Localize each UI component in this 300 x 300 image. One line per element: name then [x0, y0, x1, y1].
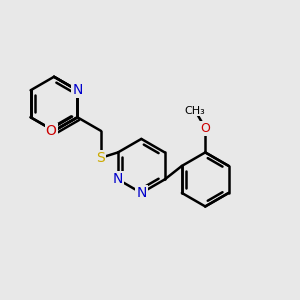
Text: N: N	[72, 83, 82, 97]
Text: O: O	[200, 122, 210, 135]
Text: CH₃: CH₃	[185, 106, 206, 116]
Text: N: N	[136, 186, 146, 200]
Text: S: S	[96, 151, 105, 165]
Text: O: O	[46, 124, 57, 138]
Text: N: N	[113, 172, 123, 186]
